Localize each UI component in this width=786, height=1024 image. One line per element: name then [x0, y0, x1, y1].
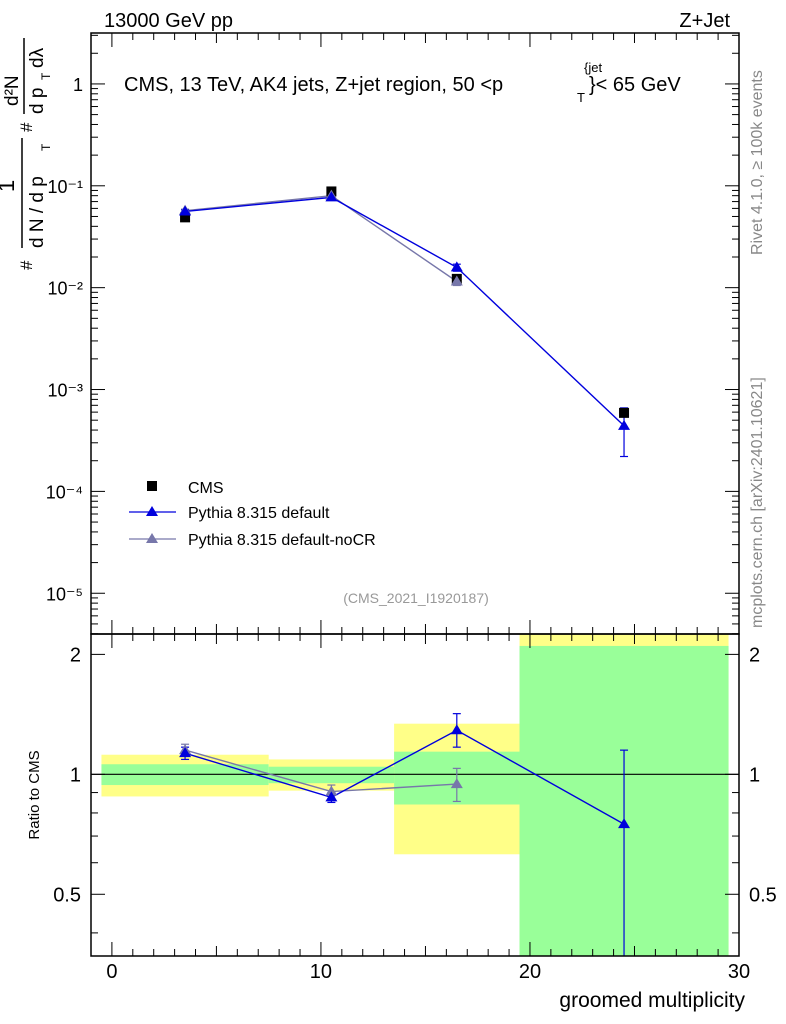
top-y-tick-label: 10⁻² — [47, 279, 83, 299]
default-point — [325, 191, 338, 202]
ratio-y-tick-label-right: 0.5 — [749, 884, 777, 906]
x-axis-label: groomed multiplicity — [559, 989, 745, 1012]
top-series-lines — [185, 194, 625, 427]
x-tick-label: 10 — [310, 961, 332, 983]
default-point — [450, 261, 463, 272]
ylabel-dN: d N / d p — [27, 176, 48, 248]
legend-default-marker — [146, 506, 158, 516]
legend: CMS Pythia 8.315 default Pythia 8.315 de… — [129, 480, 376, 549]
legend-cms-marker — [147, 481, 157, 491]
x-tick-label: 30 — [728, 961, 750, 983]
series-line-default — [185, 196, 625, 427]
title-main: CMS, 13 TeV, AK4 jets, Z+jet region, 50 … — [124, 74, 503, 96]
header-left: 13000 GeV pp — [104, 10, 233, 32]
ratio-markers — [179, 724, 631, 829]
ylabel-one: 1 — [0, 180, 19, 192]
title-sup: {jet — [584, 60, 602, 75]
legend-default-label: Pythia 8.315 default — [188, 505, 330, 522]
nocr-point — [450, 275, 463, 286]
top-y-tick-label: 10⁻³ — [47, 381, 83, 401]
ylabel-sub1: T — [39, 143, 53, 151]
ylabel-dlam: dλ — [27, 47, 48, 68]
default-point — [618, 419, 631, 430]
mcplots-label: mcplots.cern.ch [arXiv:2401.10621] — [749, 377, 766, 628]
top-error-bars — [181, 193, 629, 458]
ratio-y-label: Ratio to CMS — [26, 750, 43, 839]
ratio-default-point — [618, 818, 631, 829]
header-right: Z+Jet — [679, 10, 730, 32]
top-y-tick-label: 1 — [73, 75, 83, 95]
ratio-y-tick-label-right: 2 — [749, 644, 760, 666]
top-y-tick-label: 10⁻¹ — [47, 177, 83, 197]
x-tick-label: 20 — [519, 961, 541, 983]
ratio-y-tick-label-right: 1 — [749, 764, 760, 786]
top-y-tick-label: 10⁻⁵ — [46, 584, 83, 604]
ratio-y-tick-label: 2 — [70, 644, 81, 666]
analysis-watermark: (CMS_2021_I1920187) — [343, 590, 489, 606]
legend-nocr-label: Pythia 8.315 default-noCR — [188, 532, 376, 549]
ylabel-sub2: T — [39, 72, 53, 80]
ylabel-sharp2: # — [17, 122, 36, 132]
ratio-default-point — [179, 747, 192, 758]
legend-cms-label: CMS — [188, 480, 224, 497]
ylabel-sharp1: # — [17, 260, 36, 270]
ratio-nocr-point — [450, 778, 463, 789]
bottom-frame — [90, 633, 740, 957]
cms-point — [619, 407, 630, 418]
x-tick-label: 0 — [106, 961, 117, 983]
title-tail: }< 65 GeV — [589, 74, 681, 96]
rivet-label: Rivet 4.1.0, ≥ 100k events — [749, 70, 766, 255]
ratio-uncertainty-bands — [101, 634, 729, 956]
ylabel-d2N: d²N — [2, 75, 23, 106]
series-line-nocr — [185, 194, 458, 283]
ratio-default-point — [450, 724, 463, 735]
default-point — [179, 205, 192, 216]
bottom-axes: 0.5 0.51 12 20 10 20 30 — [53, 634, 777, 983]
ratio-y-tick-label: 1 — [70, 764, 81, 786]
band-inner — [268, 766, 395, 784]
legend-nocr-marker — [146, 533, 158, 543]
cms-point — [180, 212, 191, 223]
ratio-y-tick-label: 0.5 — [53, 884, 81, 906]
top-y-label: # 1 d N / d p T # d²N d p T dλ — [0, 38, 53, 270]
ratio-line-default — [184, 729, 625, 825]
title-sub: T — [577, 90, 585, 105]
ratio-nocr-point — [325, 785, 338, 796]
ratio-default-point — [325, 791, 338, 802]
ylabel-dp: d p — [27, 88, 48, 114]
top-markers — [179, 186, 631, 430]
top-y-tick-label: 10⁻⁴ — [46, 482, 83, 502]
top-axes: 10⁻⁵ 10⁻⁴ 10⁻³ 10⁻² 10⁻¹ 1 — [46, 33, 740, 635]
main-title: CMS, 13 TeV, AK4 jets, Z+jet region, 50 … — [124, 60, 681, 105]
